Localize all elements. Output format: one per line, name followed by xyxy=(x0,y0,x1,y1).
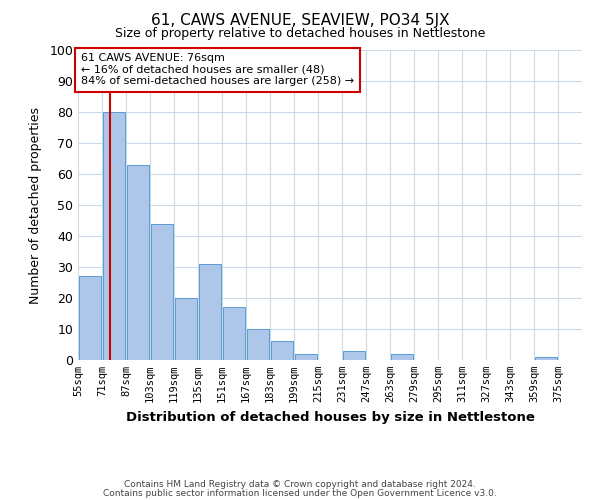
Text: Contains public sector information licensed under the Open Government Licence v3: Contains public sector information licen… xyxy=(103,489,497,498)
Bar xyxy=(271,342,293,360)
Bar xyxy=(103,112,125,360)
Text: Size of property relative to detached houses in Nettlestone: Size of property relative to detached ho… xyxy=(115,28,485,40)
Bar xyxy=(151,224,173,360)
Bar xyxy=(535,357,557,360)
Bar xyxy=(295,354,317,360)
Text: Contains HM Land Registry data © Crown copyright and database right 2024.: Contains HM Land Registry data © Crown c… xyxy=(124,480,476,489)
Bar xyxy=(343,350,365,360)
Text: 61, CAWS AVENUE, SEAVIEW, PO34 5JX: 61, CAWS AVENUE, SEAVIEW, PO34 5JX xyxy=(151,12,449,28)
Bar xyxy=(223,308,245,360)
Bar xyxy=(127,164,149,360)
Bar xyxy=(79,276,101,360)
X-axis label: Distribution of detached houses by size in Nettlestone: Distribution of detached houses by size … xyxy=(125,410,535,424)
Text: 61 CAWS AVENUE: 76sqm
← 16% of detached houses are smaller (48)
84% of semi-deta: 61 CAWS AVENUE: 76sqm ← 16% of detached … xyxy=(81,53,354,86)
Y-axis label: Number of detached properties: Number of detached properties xyxy=(29,106,43,304)
Bar xyxy=(247,329,269,360)
Bar xyxy=(391,354,413,360)
Bar xyxy=(199,264,221,360)
Bar xyxy=(175,298,197,360)
